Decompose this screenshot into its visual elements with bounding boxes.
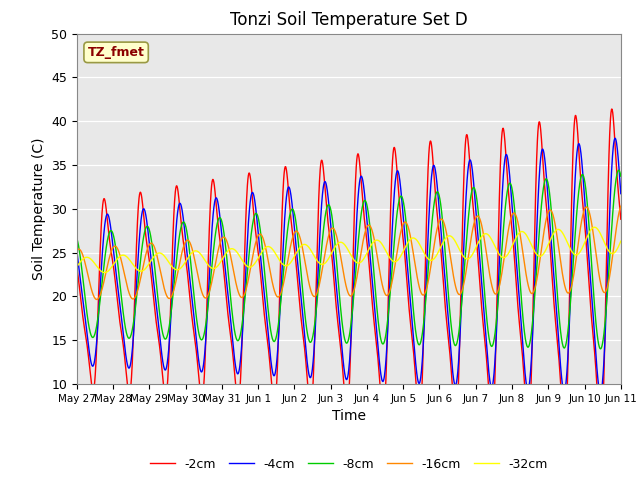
-8cm bbox=[73, 235, 81, 241]
Line: -2cm: -2cm bbox=[77, 109, 621, 431]
Line: -32cm: -32cm bbox=[77, 227, 621, 273]
-2cm bbox=[584, 263, 591, 269]
-2cm bbox=[507, 213, 515, 219]
-2cm bbox=[365, 252, 372, 258]
-16cm bbox=[365, 222, 372, 228]
-4cm bbox=[365, 234, 372, 240]
-32cm bbox=[225, 247, 232, 253]
-8cm bbox=[365, 210, 372, 216]
-2cm bbox=[597, 428, 605, 434]
X-axis label: Time: Time bbox=[332, 409, 366, 423]
Y-axis label: Soil Temperature (C): Soil Temperature (C) bbox=[31, 138, 45, 280]
-16cm bbox=[617, 204, 625, 209]
-2cm bbox=[569, 158, 577, 164]
-4cm bbox=[507, 185, 515, 191]
Line: -4cm: -4cm bbox=[77, 138, 621, 393]
-32cm bbox=[584, 232, 592, 238]
-32cm bbox=[591, 224, 598, 230]
-16cm bbox=[569, 277, 577, 283]
-8cm bbox=[569, 268, 577, 274]
Line: -8cm: -8cm bbox=[77, 170, 621, 349]
-4cm bbox=[225, 296, 232, 302]
-32cm bbox=[507, 246, 515, 252]
-2cm bbox=[608, 106, 616, 112]
-32cm bbox=[73, 264, 81, 270]
-32cm bbox=[376, 239, 384, 245]
Text: TZ_fmet: TZ_fmet bbox=[88, 46, 145, 59]
-8cm bbox=[596, 346, 604, 352]
-16cm bbox=[376, 273, 384, 278]
-4cm bbox=[73, 248, 81, 254]
Line: -16cm: -16cm bbox=[77, 206, 621, 300]
-4cm bbox=[617, 191, 625, 196]
-8cm bbox=[507, 181, 515, 187]
-2cm bbox=[73, 264, 81, 270]
-4cm bbox=[584, 240, 591, 246]
-16cm bbox=[584, 206, 592, 212]
-16cm bbox=[507, 215, 515, 221]
-4cm bbox=[611, 135, 619, 141]
-16cm bbox=[73, 248, 81, 253]
Title: Tonzi Soil Temperature Set D: Tonzi Soil Temperature Set D bbox=[230, 11, 468, 29]
-32cm bbox=[100, 270, 108, 276]
-16cm bbox=[93, 297, 100, 302]
-8cm bbox=[617, 173, 625, 179]
-8cm bbox=[584, 207, 591, 213]
-32cm bbox=[617, 238, 625, 244]
Legend: -2cm, -4cm, -8cm, -16cm, -32cm: -2cm, -4cm, -8cm, -16cm, -32cm bbox=[145, 453, 553, 476]
-4cm bbox=[569, 233, 577, 239]
-8cm bbox=[615, 168, 623, 173]
-32cm bbox=[365, 247, 372, 253]
-32cm bbox=[569, 250, 577, 256]
-2cm bbox=[376, 384, 384, 390]
-2cm bbox=[617, 216, 625, 222]
-8cm bbox=[376, 333, 384, 339]
-16cm bbox=[225, 245, 232, 251]
-4cm bbox=[596, 390, 604, 396]
-4cm bbox=[376, 366, 384, 372]
-8cm bbox=[225, 273, 232, 278]
-2cm bbox=[225, 316, 232, 322]
